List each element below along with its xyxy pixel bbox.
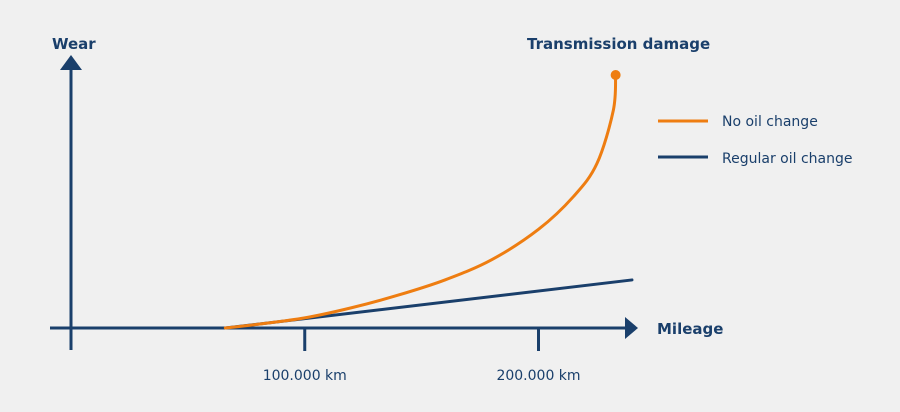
- y-axis-arrow: [60, 55, 82, 70]
- legend-label-regular-oil-change: Regular oil change: [722, 151, 852, 167]
- legend-label-no-oil-change: No oil change: [722, 114, 818, 130]
- x-tick-label-1: 200.000 km: [496, 368, 580, 384]
- y-axis-label: Wear: [52, 35, 96, 53]
- series-line-no-oil-change: [223, 73, 618, 330]
- annotation-label: Transmission damage: [527, 35, 710, 53]
- x-axis-arrow: [625, 317, 638, 339]
- x-axis-label: Mileage: [657, 320, 723, 338]
- x-ticks: 100.000 km 200.000 km: [263, 328, 581, 384]
- series-group: [223, 70, 634, 330]
- series-end-marker: [610, 70, 621, 80]
- legend: No oil change Regular oil change: [658, 114, 852, 167]
- x-tick-label-0: 100.000 km: [263, 368, 347, 384]
